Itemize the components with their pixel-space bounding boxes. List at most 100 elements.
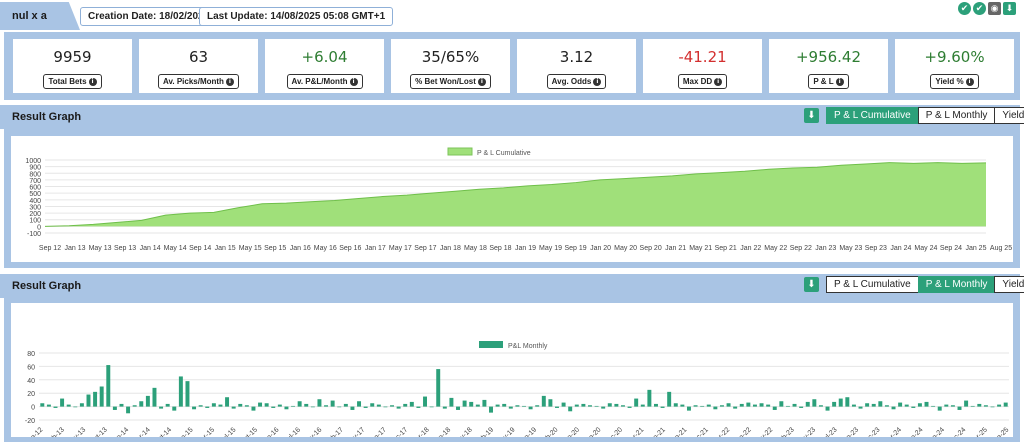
monthly-bar <box>581 403 586 407</box>
result-graph-panel-cumulative: Result Graph ⬇ P & L Cumulative P & L Mon… <box>0 105 1024 268</box>
monthly-bar <box>218 404 223 407</box>
monthly-bar <box>700 405 705 407</box>
monthly-bar <box>594 405 599 407</box>
monthly-bar <box>706 404 711 407</box>
info-icon[interactable]: i <box>349 77 358 86</box>
info-icon[interactable]: i <box>225 77 234 86</box>
x-tick-label: Jun-18 <box>432 426 452 437</box>
y-tick-label: 20 <box>27 391 35 398</box>
monthly-bar <box>832 401 837 407</box>
monthly-bar <box>647 389 652 407</box>
stat-value: +9.60% <box>924 48 985 66</box>
x-tick-label: Apr-14 <box>132 426 152 437</box>
info-icon[interactable]: i <box>593 77 602 86</box>
pl-cumulative-chart: P & L Cumulative -10001002003004005006007… <box>25 147 1012 252</box>
x-tick-label: May 16 <box>314 245 337 252</box>
x-tick-label: Aug-12 <box>23 426 44 437</box>
monthly-bar <box>469 401 474 407</box>
monthly-bar <box>277 404 282 407</box>
monthly-bar <box>990 406 995 408</box>
x-tick-label: Oct-15 <box>239 426 259 437</box>
stat-label[interactable]: Max DD i <box>677 74 728 89</box>
monthly-bar <box>713 406 718 410</box>
stat-label[interactable]: % Bet Won/Lost i <box>410 74 491 89</box>
graph-mode-button[interactable]: P & L Cumulative <box>826 276 919 293</box>
stat-label-text: Yield % <box>935 77 964 86</box>
download-graph-button[interactable]: ⬇ <box>804 277 819 292</box>
monthly-bar <box>522 405 526 407</box>
stats-panel: 9959 Total Bets i 63 Av. Picks/Month i +6.04 Av… <box>4 32 1020 100</box>
stat-label[interactable]: Avg. Odds i <box>546 74 607 89</box>
info-icon[interactable]: i <box>88 77 97 86</box>
monthly-bar <box>475 404 480 407</box>
stat-label-text: Av. P&L/Month <box>291 77 348 86</box>
info-icon[interactable]: i <box>477 77 486 86</box>
monthly-bar <box>251 406 256 411</box>
monthly-bar <box>601 406 606 409</box>
monthly-bar <box>825 406 830 411</box>
monthly-bar <box>310 406 315 408</box>
stat-label[interactable]: Yield % i <box>930 74 979 89</box>
monthly-bar <box>139 401 144 407</box>
monthly-bar <box>264 403 269 407</box>
x-tick-label: Jun-22 <box>733 426 753 437</box>
monthly-bar <box>865 403 870 407</box>
graph-mode-button[interactable]: Yield % <box>994 276 1024 293</box>
monthly-bar <box>238 403 243 407</box>
x-tick-label: Jul-16 <box>284 426 303 437</box>
graph-mode-button[interactable]: P & L Cumulative <box>826 107 919 124</box>
x-tick-label: Sep 18 <box>489 245 511 252</box>
graph-mode-button[interactable]: P & L Monthly <box>917 107 996 124</box>
verified-check-icon[interactable]: ✔ <box>958 2 971 15</box>
monthly-bar <box>60 398 65 407</box>
monthly-bar <box>818 405 823 407</box>
download-graph-button[interactable]: ⬇ <box>804 108 819 123</box>
monthly-bar <box>621 405 625 407</box>
monthly-bar <box>535 405 540 407</box>
monthly-bar <box>172 406 177 411</box>
x-tick-label: Sep 22 <box>790 245 812 252</box>
monthly-bar <box>317 399 322 407</box>
monthly-chart-container: P&L Monthly-20020406080Aug-12Feb-13May-1… <box>10 302 1014 446</box>
stat-value: -41.21 <box>678 48 727 66</box>
y-tick-label: 700 <box>29 178 41 185</box>
graph-mode-button[interactable]: P & L Monthly <box>917 276 996 293</box>
y-tick-label: 800 <box>29 171 41 178</box>
stat-label[interactable]: Av. P&L/Month i <box>286 74 363 89</box>
info-icon[interactable]: i <box>835 77 844 86</box>
legend-label: P & L Cumulative <box>477 150 531 157</box>
camera-icon[interactable]: ◉ <box>988 2 1001 15</box>
info-icon[interactable]: i <box>965 77 974 86</box>
x-tick-label: May-19 <box>495 426 517 437</box>
shield-check-icon[interactable]: ✔ <box>973 2 986 15</box>
x-tick-label: Jan 20 <box>590 245 611 252</box>
monthly-bar <box>436 369 441 407</box>
monthly-bar <box>917 403 922 407</box>
monthly-bar <box>653 403 658 407</box>
x-tick-label: Feb-19 <box>475 426 496 437</box>
stat-label[interactable]: Av. Picks/Month i <box>158 74 239 89</box>
stat-label[interactable]: Total Bets i <box>43 74 102 89</box>
graph-mode-button[interactable]: Yield % <box>994 107 1024 124</box>
x-tick-label: Jan-15 <box>175 426 195 437</box>
stat-value: 3.12 <box>559 48 594 66</box>
x-tick-label: Jun-20 <box>561 426 581 437</box>
x-tick-label: Sep-24 <box>925 426 946 437</box>
x-tick-label: Sep-20 <box>582 426 603 437</box>
monthly-bar <box>548 399 553 407</box>
monthly-bar <box>528 406 533 410</box>
download-icon[interactable]: ⬇ <box>1003 2 1016 15</box>
monthly-bar <box>390 405 395 407</box>
info-icon[interactable]: i <box>714 77 723 86</box>
x-tick-label: May 20 <box>614 245 637 252</box>
x-tick-label: Sep 24 <box>940 245 962 252</box>
x-tick-label: Dec-23 <box>861 426 882 437</box>
x-tick-label: May 22 <box>764 245 787 252</box>
x-tick-label: Jan 13 <box>65 245 86 252</box>
monthly-bar <box>957 406 962 410</box>
y-tick-label: 600 <box>29 185 41 192</box>
monthly-bar <box>93 391 98 407</box>
monthly-bar <box>508 406 513 409</box>
monthly-bar <box>515 405 520 407</box>
